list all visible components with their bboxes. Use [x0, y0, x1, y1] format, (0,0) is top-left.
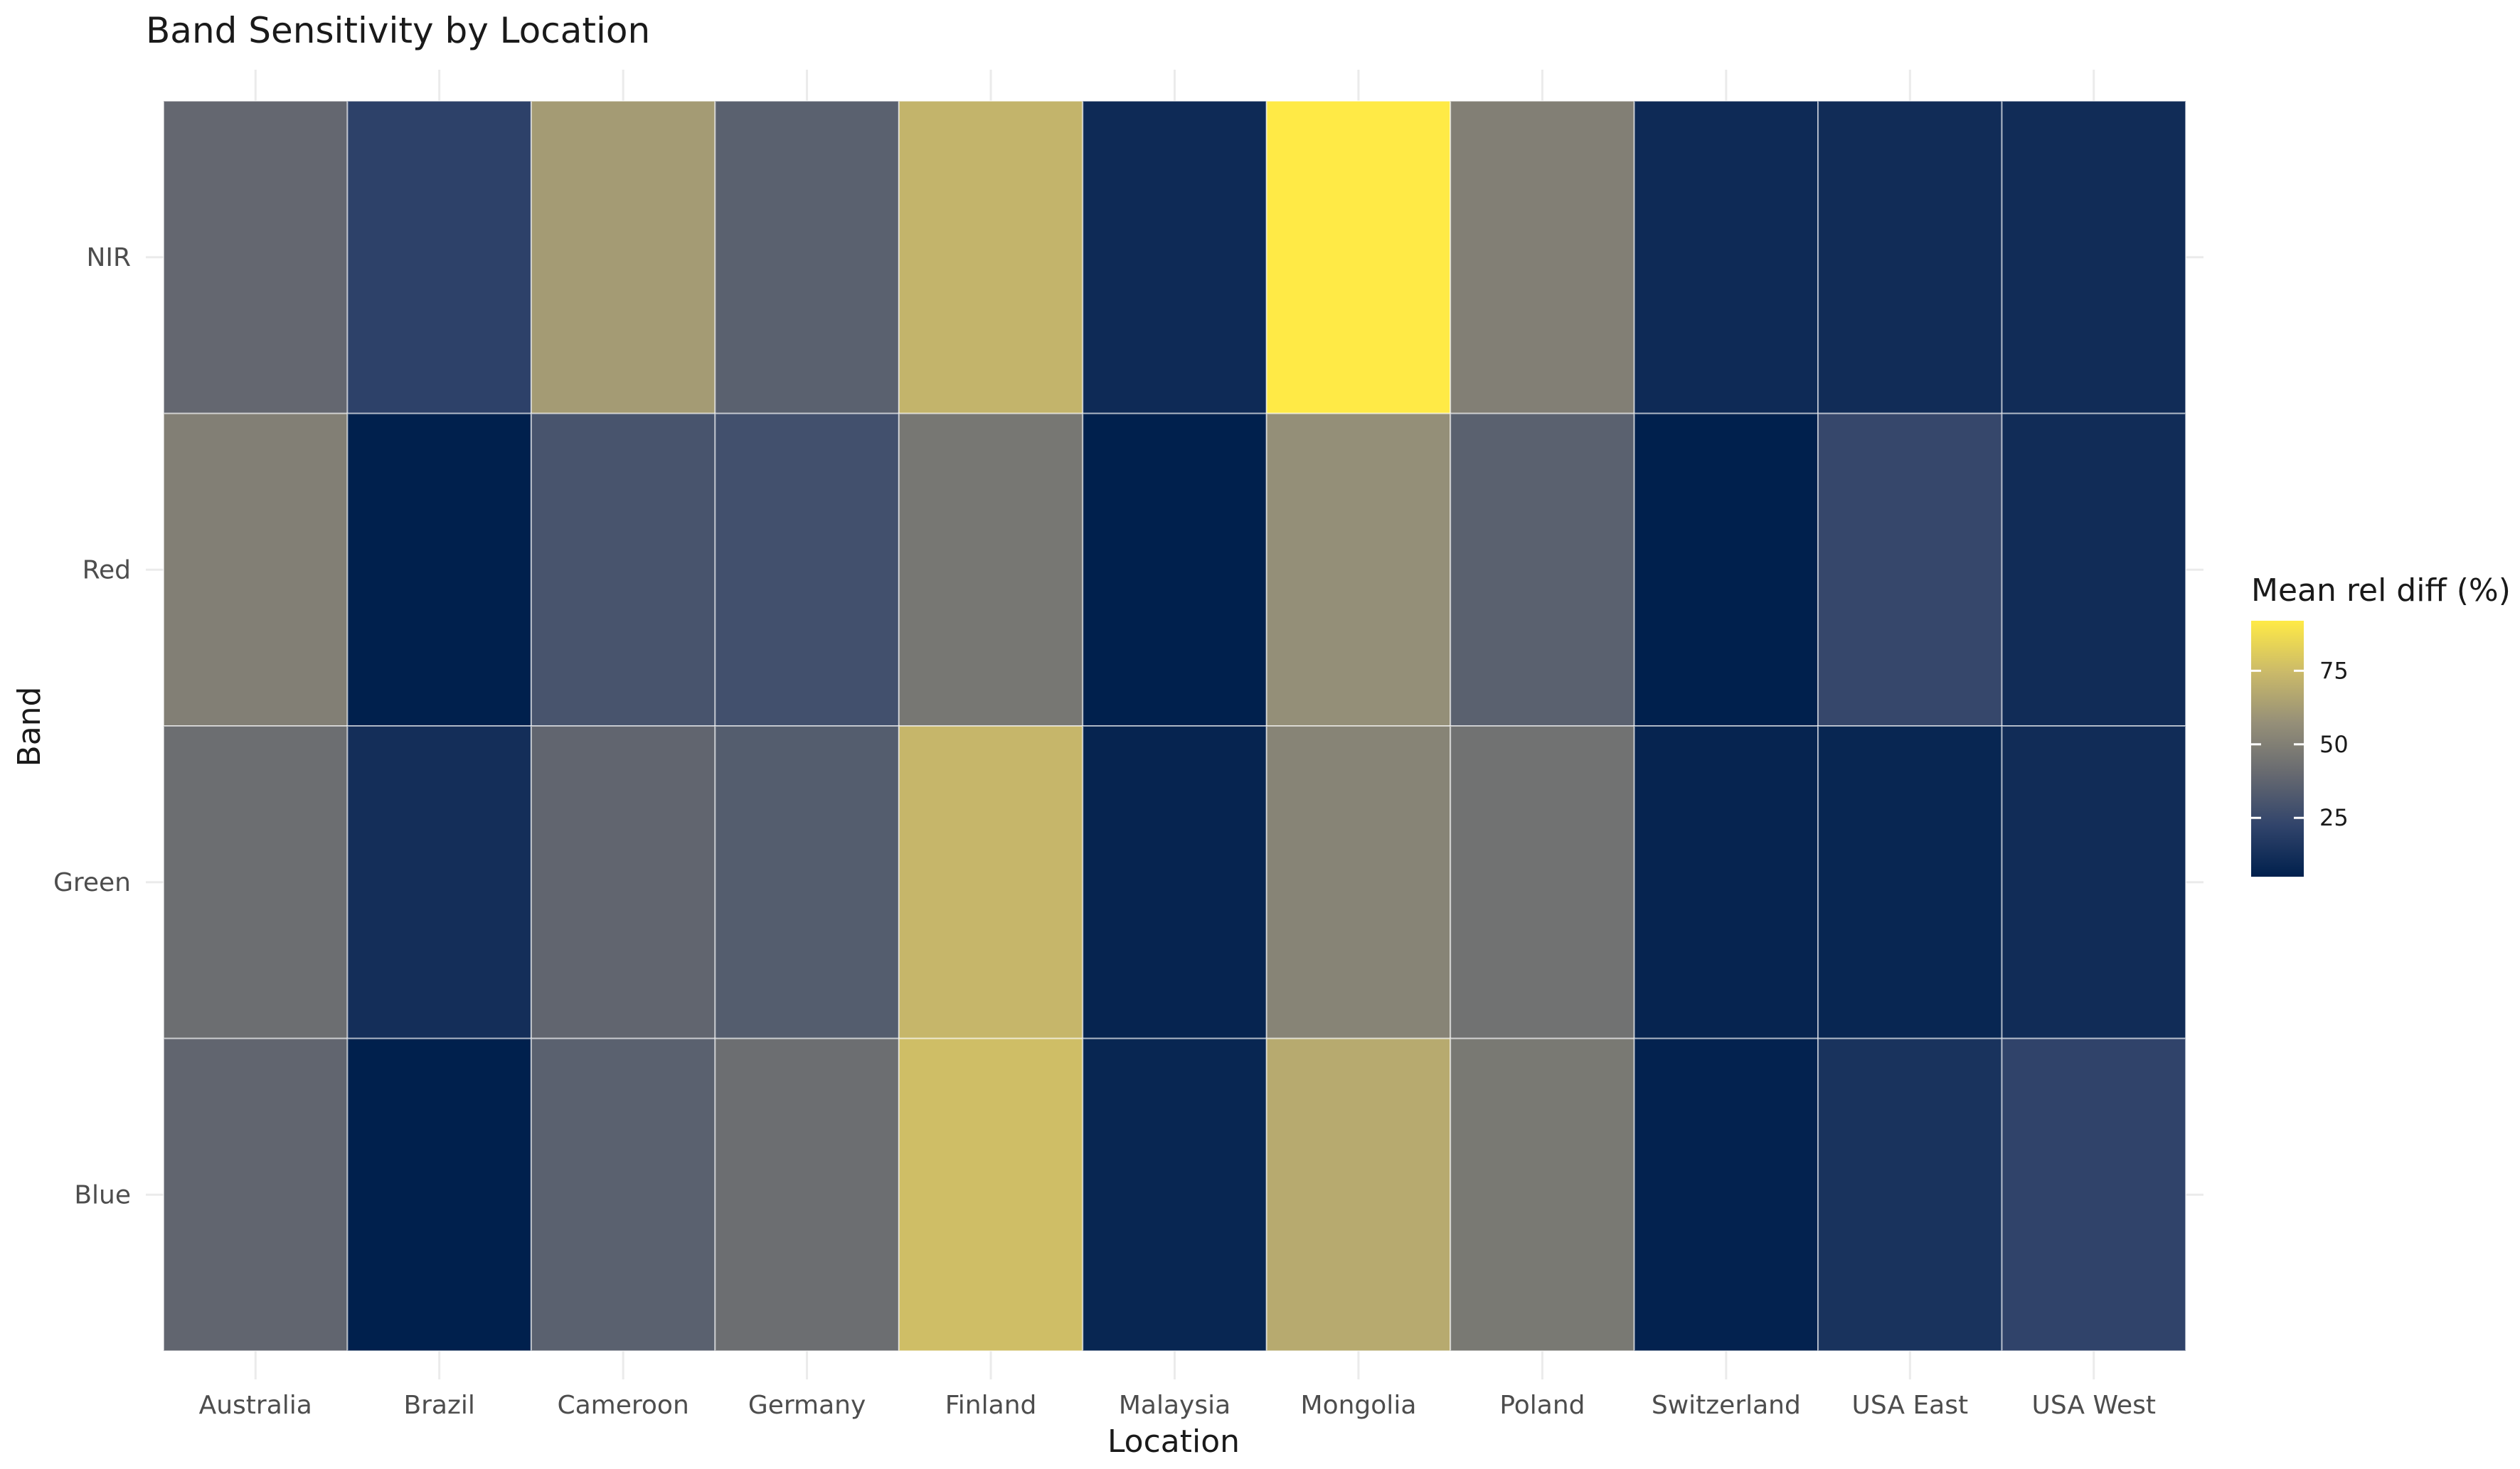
legend: Mean rel diff (%) 25 50 75: [2251, 572, 2511, 877]
x-axis-title: Location: [1107, 1423, 1240, 1460]
y-tick-label: Blue: [74, 1180, 131, 1209]
chart-title: Band Sensitivity by Location: [146, 10, 650, 51]
heatmap-cell: [346, 100, 532, 415]
heatmap-cell: [346, 725, 532, 1040]
heatmap-cell: [898, 100, 1084, 415]
x-tick-label: Australia: [199, 1391, 312, 1420]
heatmap-cell: [714, 412, 900, 727]
legend-colorbar: [2251, 621, 2304, 877]
legend-tick-label: 50: [2319, 731, 2349, 758]
heatmap-cell: [1265, 100, 1452, 415]
heatmap-cell: [2001, 725, 2186, 1040]
heatmap-cell: [163, 725, 349, 1040]
x-tick-label: Poland: [1499, 1391, 1585, 1420]
x-tick-label: Malaysia: [1119, 1391, 1230, 1420]
heatmap-cell: [1082, 1037, 1267, 1352]
heatmap-cell: [530, 412, 716, 727]
heatmap-cell: [714, 1037, 900, 1352]
heatmap-cells: [163, 100, 2186, 1352]
heatmap-cell: [1265, 1037, 1452, 1352]
x-tick-label: Mongolia: [1301, 1391, 1417, 1420]
heatmap-cell: [1817, 100, 2003, 415]
heatmap-cell: [1633, 1037, 1819, 1352]
x-tick-label: Brazil: [403, 1391, 474, 1420]
heatmap-cell: [898, 1037, 1084, 1352]
heatmap-cell: [1633, 100, 1819, 415]
heatmap-cell: [2001, 412, 2186, 727]
heatmap-cell: [898, 725, 1084, 1040]
heatmap-cell: [1633, 412, 1819, 727]
heatmap-cell: [1817, 412, 2003, 727]
heatmap-cell: [714, 100, 900, 415]
heatmap-cell: [1450, 412, 1635, 727]
legend-title: Mean rel diff (%): [2251, 572, 2511, 609]
x-tick-label: Cameroon: [557, 1391, 689, 1420]
heatmap-cell: [2001, 100, 2186, 415]
x-tick-label: USA West: [2032, 1391, 2156, 1420]
legend-tick-label: 25: [2319, 804, 2349, 831]
y-tick-label: NIR: [86, 243, 131, 272]
heatmap-cell: [714, 725, 900, 1040]
y-axis-title: Band: [11, 687, 48, 767]
heatmap-cell: [163, 412, 349, 727]
heatmap-cell: [1265, 412, 1452, 727]
heatmap-cell: [1082, 725, 1267, 1040]
x-tick-label: Germany: [748, 1391, 866, 1420]
y-tick-label: Green: [53, 868, 131, 897]
heatmap-cell: [1817, 725, 2003, 1040]
heatmap-cell: [163, 1037, 349, 1352]
heatmap-cell: [898, 412, 1084, 727]
x-tick-label: USA East: [1852, 1391, 1969, 1420]
legend-ticks: 25 50 75: [2251, 657, 2349, 831]
heatmap-cell: [1817, 1037, 2003, 1352]
heatmap-cell: [1082, 412, 1267, 727]
heatmap-cell: [530, 100, 716, 415]
x-tick-label: Switzerland: [1652, 1391, 1801, 1420]
x-tick-labels: Australia Brazil Cameroon Germany Finland Mal…: [199, 1391, 2156, 1420]
y-tick-label: Red: [83, 555, 131, 584]
heatmap-cell: [1450, 725, 1635, 1040]
heatmap-cell: [1450, 1037, 1635, 1352]
heatmap-cell: [1450, 100, 1635, 415]
heatmap-cell: [163, 100, 349, 415]
x-tick-label: Finland: [945, 1391, 1037, 1420]
heatmap-cell: [1082, 100, 1267, 415]
heatmap-cell: [530, 1037, 716, 1352]
heatmap-cell: [1265, 725, 1452, 1040]
heatmap-cell: [346, 1037, 532, 1352]
heatmap-cell: [2001, 1037, 2186, 1352]
heatmap-cell: [1633, 725, 1819, 1040]
y-tick-labels: NIR Red Green Blue: [53, 243, 131, 1210]
heatmap-cell: [346, 412, 532, 727]
heatmap-cell: [530, 725, 716, 1040]
legend-tick-label: 75: [2319, 657, 2349, 684]
